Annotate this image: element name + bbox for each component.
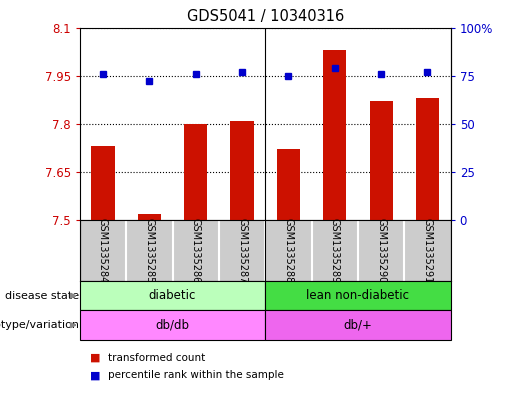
Bar <box>416 98 439 220</box>
Text: GSM1335290: GSM1335290 <box>376 218 386 283</box>
Text: lean non-diabetic: lean non-diabetic <box>306 289 409 302</box>
Bar <box>369 101 392 220</box>
Text: GSM1335289: GSM1335289 <box>330 218 340 283</box>
Text: ■: ■ <box>90 353 100 363</box>
Bar <box>265 310 451 340</box>
Text: GSM1335286: GSM1335286 <box>191 218 201 283</box>
Text: GSM1335285: GSM1335285 <box>144 218 154 283</box>
Text: ■: ■ <box>90 370 100 380</box>
Text: db/+: db/+ <box>344 319 372 332</box>
Bar <box>80 281 265 310</box>
Bar <box>265 281 451 310</box>
Title: GDS5041 / 10340316: GDS5041 / 10340316 <box>186 9 344 24</box>
Bar <box>92 146 114 220</box>
Bar <box>80 310 265 340</box>
Text: db/db: db/db <box>156 319 190 332</box>
Bar <box>277 149 300 220</box>
Bar <box>138 214 161 220</box>
Text: GSM1335291: GSM1335291 <box>422 218 433 283</box>
Text: percentile rank within the sample: percentile rank within the sample <box>108 370 284 380</box>
Text: GSM1335284: GSM1335284 <box>98 218 108 283</box>
Text: transformed count: transformed count <box>108 353 205 363</box>
Bar <box>323 50 346 220</box>
Text: disease state: disease state <box>5 291 79 301</box>
Text: GSM1335288: GSM1335288 <box>283 218 294 283</box>
Text: diabetic: diabetic <box>149 289 196 302</box>
Bar <box>231 121 253 220</box>
Text: genotype/variation: genotype/variation <box>0 320 79 330</box>
Bar <box>184 124 207 220</box>
Text: GSM1335287: GSM1335287 <box>237 218 247 283</box>
